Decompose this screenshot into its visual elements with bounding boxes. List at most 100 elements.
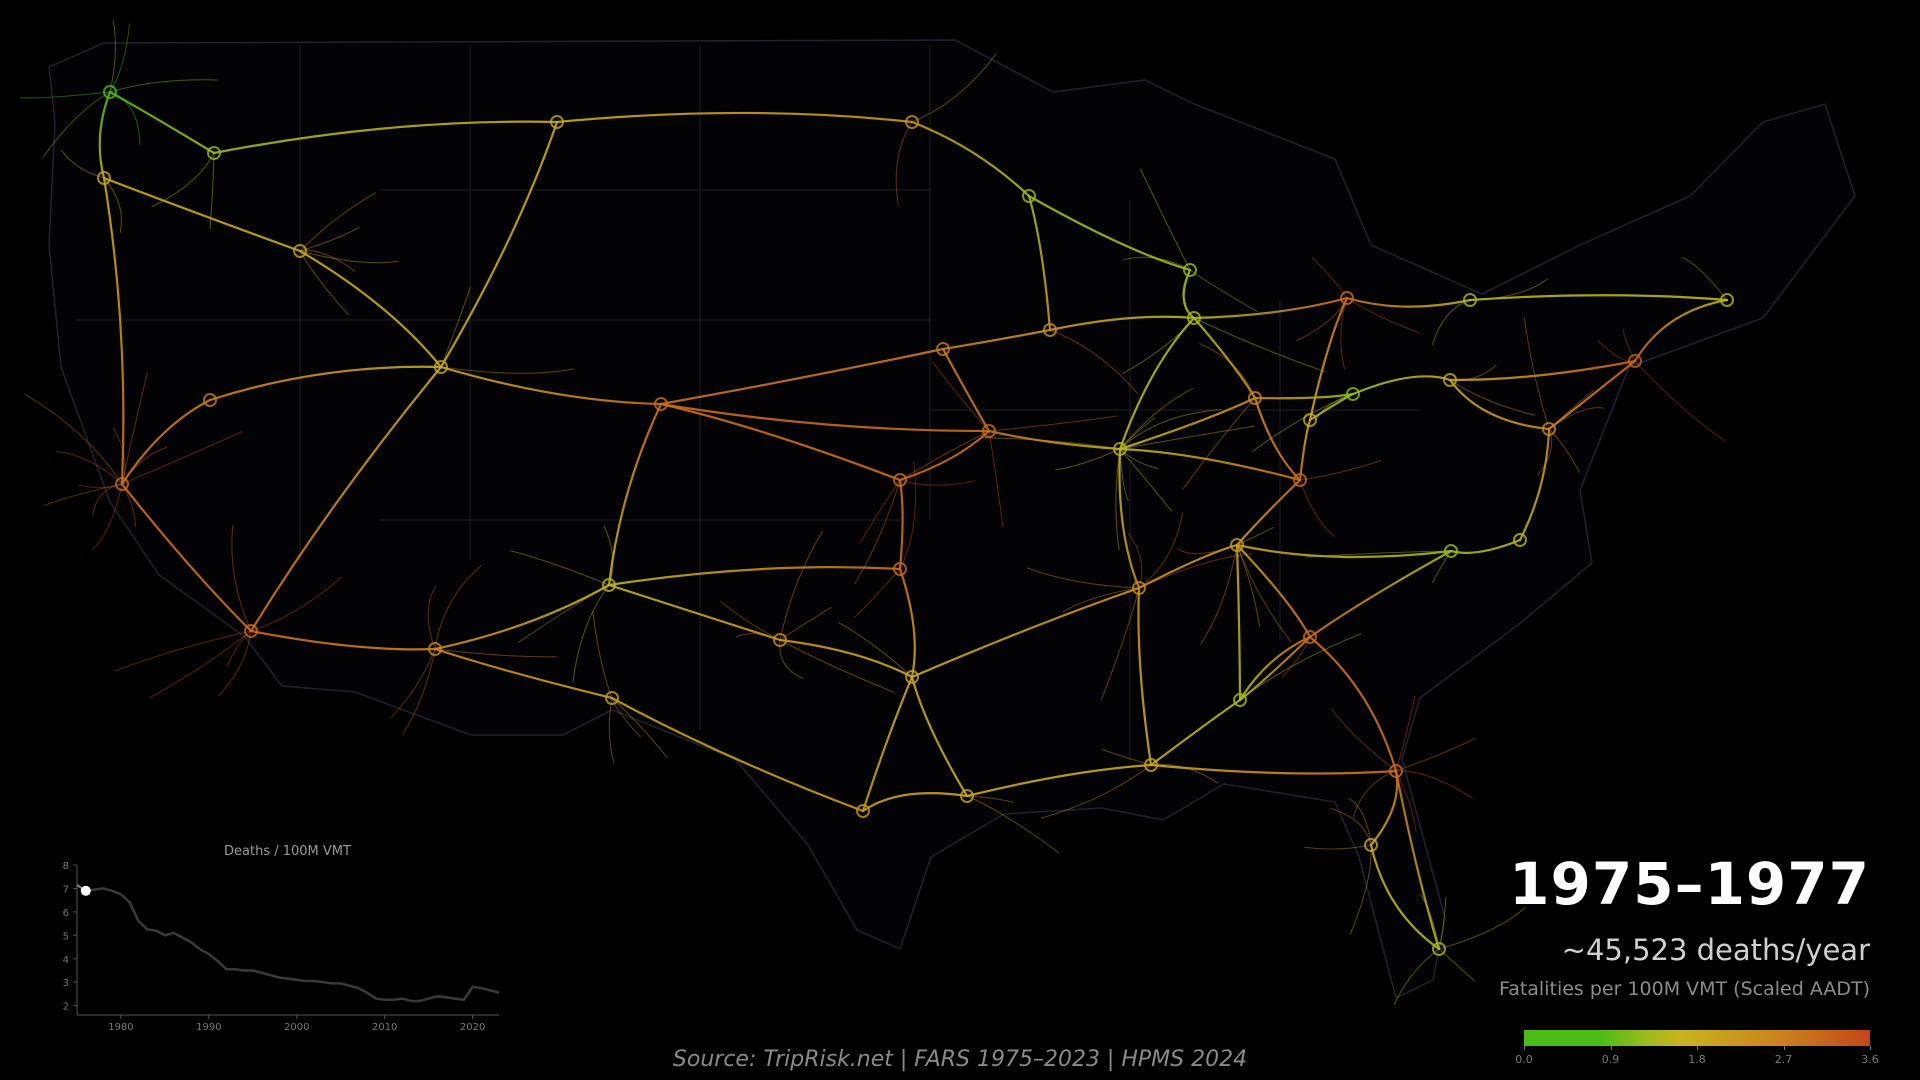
interstate-road — [965, 763, 1153, 798]
minor-road — [779, 639, 894, 693]
series-line — [85, 887, 500, 1003]
interstate-road — [108, 90, 216, 155]
interstate-road — [898, 567, 916, 679]
city-hub — [602, 578, 616, 592]
interstate-road — [439, 365, 663, 406]
minor-road — [510, 550, 610, 586]
interstate-road — [1048, 315, 1196, 332]
minor-road — [779, 607, 832, 641]
minor-road — [592, 611, 613, 699]
minor-road — [121, 431, 242, 485]
colorbar-tick-mark — [1870, 1046, 1871, 1050]
interstate-road — [861, 675, 914, 813]
interstate-road — [941, 347, 991, 433]
city-hub — [893, 473, 907, 487]
minor-road — [779, 530, 824, 641]
minor-road — [1299, 479, 1335, 537]
interstate-road — [987, 429, 1122, 451]
minor-road — [149, 630, 252, 699]
interstate-road — [249, 629, 437, 651]
y-tick-label: 3 — [63, 978, 69, 989]
minor-road — [1055, 448, 1121, 471]
minor-road — [572, 584, 610, 683]
minor-road — [988, 430, 1004, 528]
interstate-road — [208, 365, 443, 402]
minor-road — [1299, 460, 1382, 481]
city-hub — [207, 146, 221, 160]
y-tick-label: 7 — [63, 884, 69, 895]
minor-road — [1438, 907, 1526, 950]
minor-road — [1438, 896, 1447, 950]
city-hub — [1513, 533, 1527, 547]
minor-road — [896, 430, 990, 483]
interstate-road — [1308, 549, 1453, 639]
minor-road — [218, 630, 252, 697]
interstate-road — [439, 120, 559, 369]
minor-road — [720, 600, 781, 641]
minor-road — [1119, 448, 1159, 469]
minor-road — [1311, 256, 1348, 299]
interstate-road — [98, 90, 112, 180]
interstate-road — [298, 249, 443, 369]
minor-road — [1026, 567, 1140, 589]
interstate-road — [555, 111, 914, 124]
interstate-road — [120, 482, 253, 633]
colorbar — [1524, 1030, 1870, 1046]
minor-road — [43, 91, 111, 158]
minor-road — [1182, 397, 1256, 490]
minor-road — [1140, 168, 1191, 271]
minor-road — [434, 565, 482, 650]
city-hub — [856, 804, 870, 818]
minor-road — [391, 648, 436, 718]
city-hubs — [97, 85, 1734, 956]
minor-road — [1331, 708, 1397, 772]
minor-road — [911, 53, 997, 123]
interstate-road — [1137, 543, 1239, 590]
minor-road — [1282, 636, 1311, 678]
period-title: 1975–1977 — [1509, 850, 1870, 918]
city-hub — [1113, 442, 1127, 456]
minor-road — [299, 226, 360, 252]
minor-road — [1395, 737, 1476, 772]
minor-road — [226, 630, 252, 668]
minor-road — [838, 622, 913, 678]
city-hub — [293, 244, 307, 258]
minor-road — [78, 483, 123, 489]
minor-road — [988, 415, 1118, 432]
minor-road — [92, 483, 123, 516]
interstate-road — [120, 398, 212, 486]
city-hub — [1230, 538, 1244, 552]
x-tick-label: 1990 — [196, 1022, 221, 1033]
x-tick-label: 1980 — [108, 1022, 133, 1033]
minor-road — [1193, 317, 1326, 373]
city-hub — [1444, 544, 1458, 558]
minor-road — [231, 524, 252, 632]
minor-road — [1236, 544, 1292, 643]
interstate-road — [659, 402, 991, 433]
city-hub — [982, 424, 996, 438]
colorbar-tick-label: 1.8 — [1688, 1053, 1706, 1066]
minor-road — [854, 568, 901, 618]
minor-road — [440, 287, 471, 368]
minor-road — [1119, 388, 1194, 450]
minor-road — [1200, 544, 1238, 645]
city-hub — [244, 624, 258, 638]
minor-road — [91, 483, 123, 551]
city-hub — [1463, 293, 1477, 307]
interstate-road — [659, 402, 902, 482]
city-hub — [1542, 422, 1556, 436]
minor-road — [1623, 328, 1636, 362]
interstate-road — [1235, 478, 1302, 547]
interstate-road — [1137, 586, 1153, 767]
minor-road — [1236, 544, 1261, 628]
minor-road — [966, 795, 1014, 803]
interstate-road — [1149, 698, 1242, 767]
minor-road — [209, 152, 215, 230]
current-year-marker — [80, 885, 91, 896]
minor-road — [1634, 360, 1726, 442]
minor-road — [1548, 428, 1580, 473]
interstate-road — [1518, 427, 1551, 542]
x-tick-label: 2000 — [284, 1022, 309, 1033]
interstate-road — [610, 696, 865, 813]
minor-road — [427, 585, 437, 650]
